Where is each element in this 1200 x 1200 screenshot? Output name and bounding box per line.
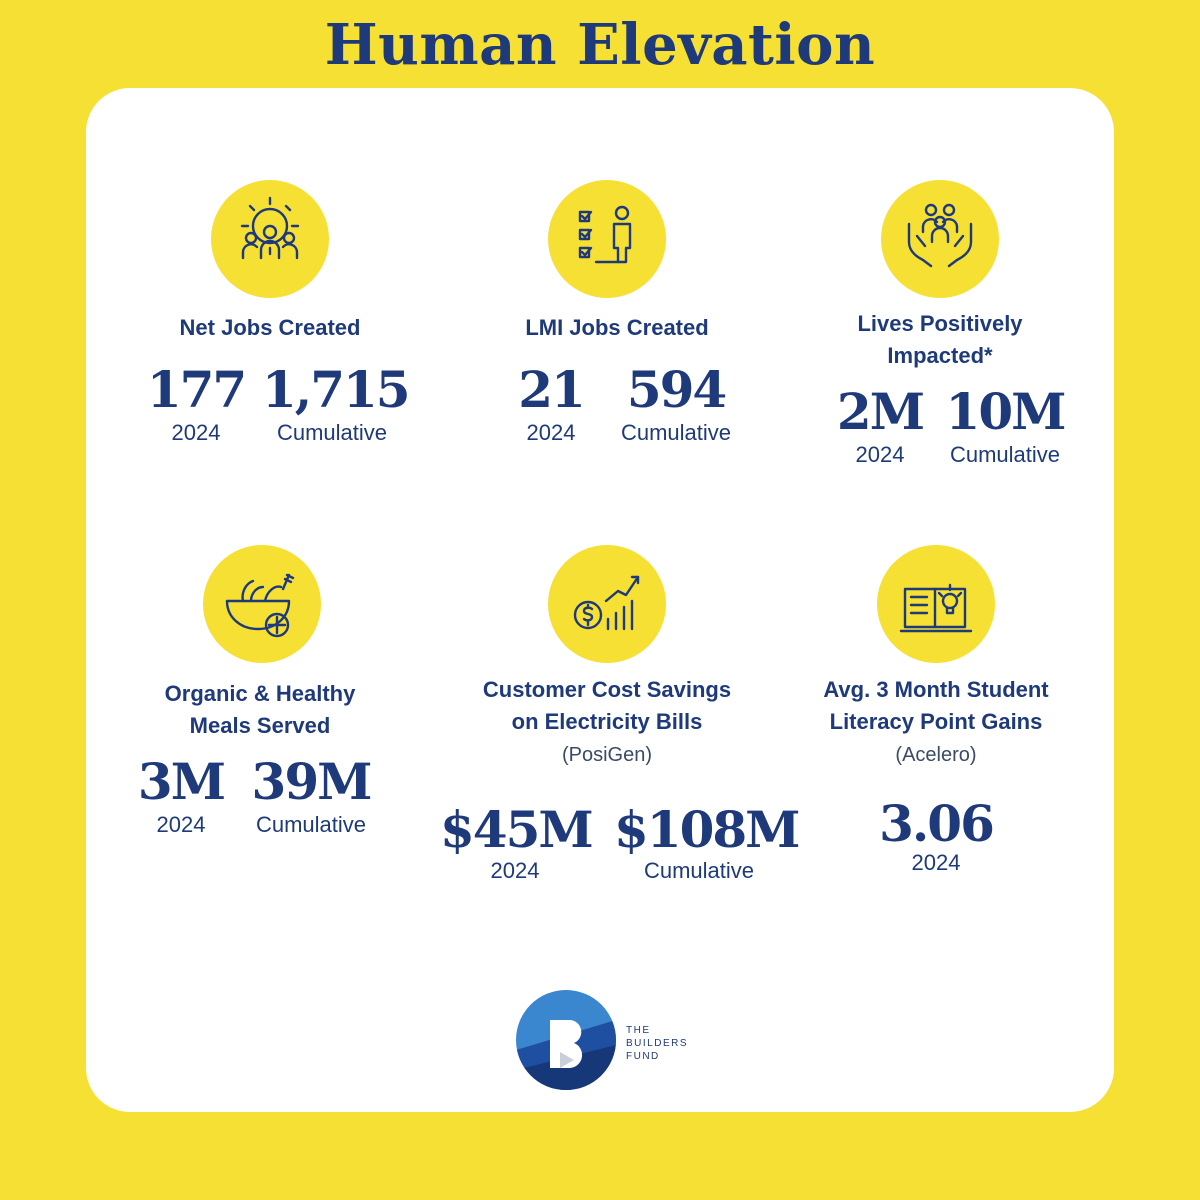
coin-growth-icon <box>548 545 666 663</box>
lmi-jobs-2024-caption: 2024 <box>526 420 576 445</box>
literacy-2024-caption: 2024 <box>911 850 961 875</box>
lmi-jobs-label: LMI Jobs Created <box>525 315 709 340</box>
meals-label-line-2: Meals Served <box>189 713 331 738</box>
hands-people-icon <box>881 180 999 298</box>
net-jobs-2024-caption: 2024 <box>171 420 221 445</box>
literacy-label-line-2: Literacy Point Gains <box>829 709 1043 734</box>
logo-line-2: BUILDERS <box>626 1038 689 1049</box>
savings-label-line-2: on Electricity Bills <box>511 709 703 734</box>
net-jobs-2024-value: 177 <box>146 360 247 419</box>
savings-source-label: (PosiGen) <box>561 744 653 766</box>
savings-2024-caption: 2024 <box>490 858 540 883</box>
savings-label-line-1: Customer Cost Savings <box>482 677 732 702</box>
net-jobs-cumulative-caption: Cumulative <box>276 420 388 445</box>
savings-cumulative-caption: Cumulative <box>643 858 755 883</box>
lives-impacted-2024-value: 2M <box>836 382 925 441</box>
gear-team-icon <box>211 180 329 298</box>
lives-impacted-2024-caption: 2024 <box>855 442 905 467</box>
lives-impacted-cumulative-value: 10M <box>945 382 1067 441</box>
savings-cumulative-value: $108M <box>614 800 801 859</box>
meals-2024-value: 3M <box>137 752 226 811</box>
lives-impacted-label-line-1: Lives Positively <box>857 311 1023 336</box>
builders-fund-wordmark: THE BUILDERS FUND <box>626 1024 688 1063</box>
lmi-jobs-cumulative-caption: Cumulative <box>620 420 732 445</box>
savings-2024-value: $45M <box>440 800 594 859</box>
book-lightbulb-icon <box>877 545 995 663</box>
salad-bowl-icon <box>203 545 321 663</box>
builders-fund-logo <box>516 990 616 1090</box>
meals-cumulative-caption: Cumulative <box>255 812 367 837</box>
logo-line-1: THE <box>626 1025 651 1036</box>
meals-label-line-1: Organic & Healthy <box>164 681 356 706</box>
lmi-jobs-2024-value: 21 <box>518 360 586 419</box>
metrics-card: Net Jobs Created 177 1,715 2024 Cumulati… <box>86 88 1114 1112</box>
meals-cumulative-value: 39M <box>251 752 373 811</box>
logo-line-3: FUND <box>626 1051 660 1062</box>
net-jobs-label: Net Jobs Created <box>179 315 361 340</box>
literacy-label-line-1: Avg. 3 Month Student <box>823 677 1049 702</box>
net-jobs-cumulative-value: 1,715 <box>262 360 411 419</box>
page-title: Human Elevation <box>324 12 876 78</box>
meals-2024-caption: 2024 <box>156 812 206 837</box>
lives-impacted-cumulative-caption: Cumulative <box>949 442 1061 467</box>
literacy-source-label: (Acelero) <box>895 744 977 766</box>
literacy-2024-value: 3.06 <box>879 794 995 853</box>
checklist-person-icon <box>548 180 666 298</box>
lives-impacted-label-line-2: Impacted* <box>887 343 993 368</box>
lmi-jobs-cumulative-value: 594 <box>626 360 727 419</box>
